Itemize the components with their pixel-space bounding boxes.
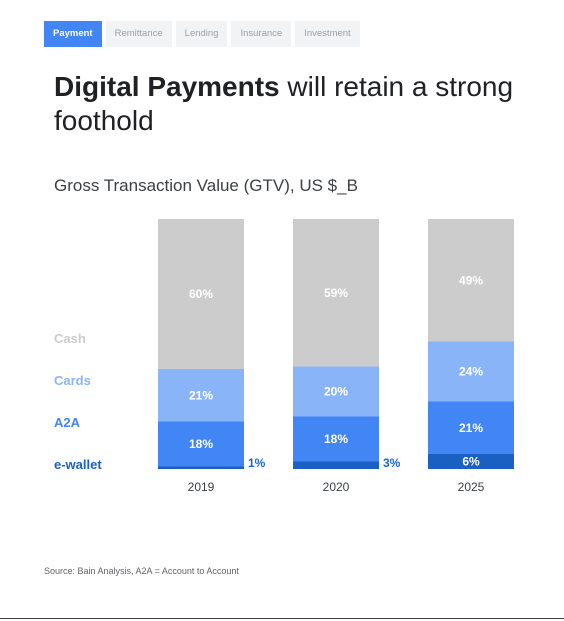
- data-label-e-wallet-2025: 6%: [462, 455, 480, 469]
- bar-a2a-2019: [158, 421, 244, 467]
- bar-cards-2025: [428, 341, 514, 402]
- bottom-divider: [0, 618, 564, 619]
- headline-rest: will retain a strong foothold: [54, 71, 514, 136]
- data-label-e-wallet-2019: 1%: [248, 456, 266, 470]
- x-tick-label-2025: 2025: [458, 480, 485, 494]
- tab-insurance[interactable]: Insurance: [231, 21, 292, 47]
- legend-cards: Cards: [54, 373, 91, 388]
- source-note: Source: Bain Analysis, A2A = Account to …: [44, 566, 239, 576]
- data-label-e-wallet-2020: 3%: [383, 456, 401, 470]
- data-label-cards-2025: 24%: [459, 365, 483, 379]
- data-label-cards-2020: 20%: [324, 385, 348, 399]
- tab-lending[interactable]: Lending: [175, 21, 228, 47]
- data-label-a2a-2020: 18%: [324, 432, 348, 446]
- x-tick-label-2020: 2020: [323, 480, 350, 494]
- bar-a2a-2020: [293, 416, 379, 462]
- legend-e-wallet: e-wallet: [54, 457, 102, 472]
- data-label-a2a-2025: 21%: [459, 421, 483, 435]
- bar-cards-2019: [158, 369, 244, 422]
- data-label-cash-2020: 59%: [324, 286, 348, 300]
- legend-cash: Cash: [54, 331, 86, 346]
- bar-e-wallet-2025: [428, 454, 514, 469]
- bar-a2a-2025: [428, 401, 514, 454]
- headline: Digital Payments will retain a strong fo…: [54, 70, 524, 138]
- bar-cash-2025: [428, 219, 514, 342]
- data-label-a2a-2019: 18%: [189, 437, 213, 451]
- tab-payment[interactable]: Payment: [44, 21, 102, 47]
- bar-cards-2020: [293, 366, 379, 417]
- tab-remittance[interactable]: Remittance: [105, 21, 172, 47]
- chart-title: Gross Transaction Value (GTV), US $_B: [54, 176, 358, 195]
- x-tick-label-2019: 2019: [188, 480, 215, 494]
- bar-cash-2020: [293, 219, 379, 367]
- bar-cash-2019: [158, 219, 244, 369]
- stacked-bar-chart: 1% 18% 21% 60% 2019 3% 18% 20% 59% 2020 6% 21% 24% 49…: [54, 219, 514, 494]
- tab-bar: Payment Remittance Lending Insurance Inv…: [44, 21, 360, 47]
- bar-e-wallet-2020: [293, 461, 379, 469]
- data-label-cash-2025: 49%: [459, 273, 483, 287]
- data-label-cards-2019: 21%: [189, 388, 213, 402]
- headline-bold: Digital Payments: [54, 71, 280, 102]
- bar-e-wallet-2019: [158, 466, 244, 469]
- data-label-cash-2019: 60%: [189, 287, 213, 301]
- tab-investment[interactable]: Investment: [295, 21, 360, 47]
- legend-a2a: A2A: [54, 415, 81, 430]
